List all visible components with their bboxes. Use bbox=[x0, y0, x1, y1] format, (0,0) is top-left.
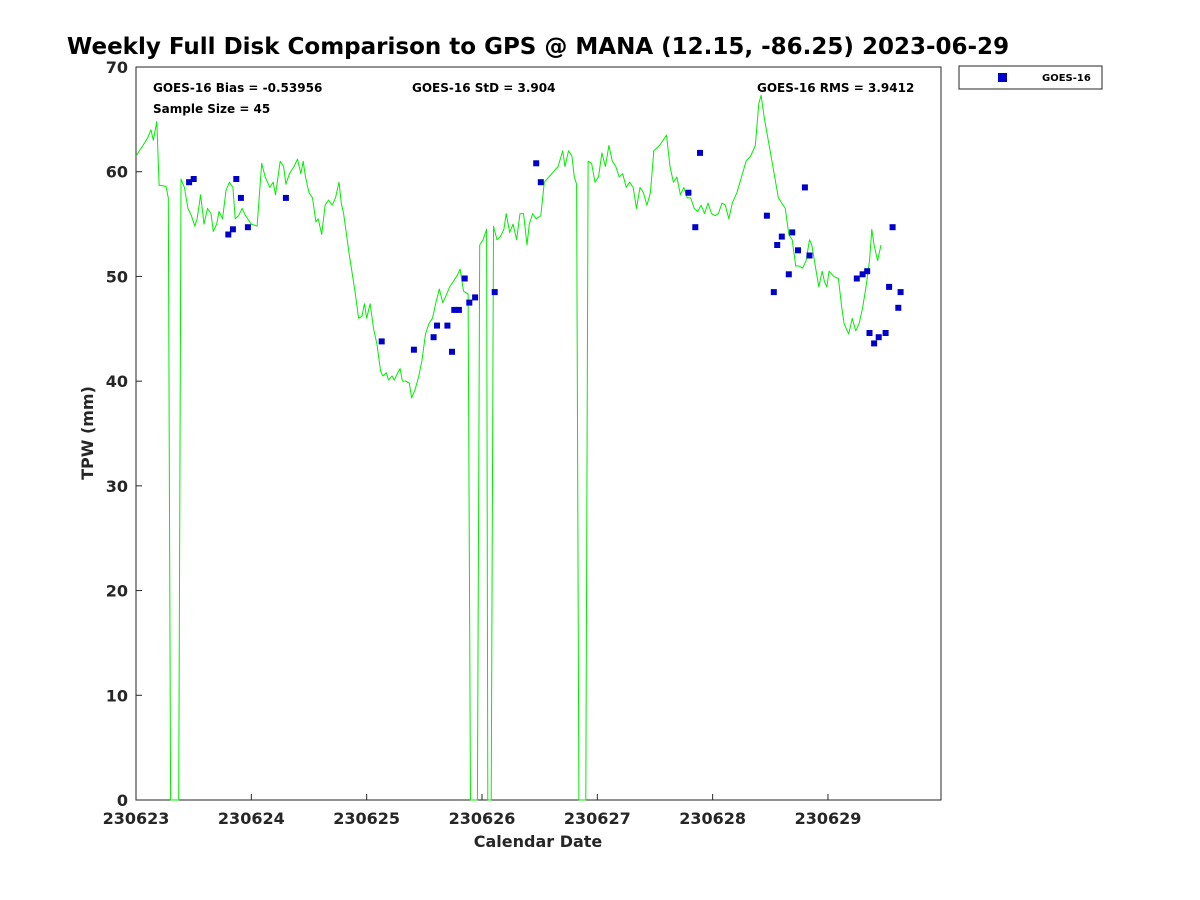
y-tick-label-6: 60 bbox=[106, 163, 128, 182]
goes-point-39 bbox=[875, 334, 882, 341]
goes-point-6 bbox=[244, 224, 251, 231]
goes-point-23 bbox=[692, 224, 699, 231]
goes-point-8 bbox=[378, 338, 385, 345]
goes-point-28 bbox=[778, 233, 785, 240]
goes-point-22 bbox=[685, 189, 692, 196]
plot-area: 0 10 20 30 40 50 60 70 230623 230624 230625 230626 2… bbox=[103, 58, 942, 828]
goes-point-15 bbox=[455, 306, 462, 313]
goes-point-30 bbox=[789, 229, 796, 236]
x-tick-label-3: 230626 bbox=[449, 809, 516, 828]
plot-frame bbox=[135, 66, 942, 801]
goes-point-11 bbox=[434, 322, 440, 329]
goes-point-0 bbox=[186, 179, 193, 186]
stat-bias: GOES-16 Bias = -0.53956 bbox=[153, 81, 322, 95]
x-axis-label: Calendar Date bbox=[474, 832, 603, 851]
goes-point-12 bbox=[444, 322, 451, 329]
goes-point-41 bbox=[886, 283, 893, 290]
goes-point-42 bbox=[889, 224, 896, 231]
goes-point-24 bbox=[697, 149, 703, 156]
goes-point-21 bbox=[537, 179, 544, 186]
goes-point-31 bbox=[795, 247, 801, 254]
goes-point-5 bbox=[237, 194, 244, 201]
goes-point-17 bbox=[466, 299, 473, 306]
y-tick-label-3: 30 bbox=[106, 477, 128, 496]
y-axis-label: TPW (mm) bbox=[78, 386, 97, 480]
goes-point-2 bbox=[225, 231, 232, 238]
goes-point-7 bbox=[282, 194, 289, 201]
x-tick-label-6: 230629 bbox=[795, 809, 862, 828]
goes-point-35 bbox=[859, 271, 866, 278]
goes-point-4 bbox=[233, 176, 240, 182]
goes-point-43 bbox=[895, 304, 902, 311]
goes-point-32 bbox=[801, 184, 808, 191]
goes-point-38 bbox=[871, 340, 878, 347]
goes-point-16 bbox=[461, 275, 468, 282]
goes-point-36 bbox=[864, 268, 871, 275]
gps-series bbox=[135, 94, 882, 801]
chart-title: Weekly Full Disk Comparison to GPS @ MAN… bbox=[67, 34, 1009, 60]
goes-point-18 bbox=[472, 294, 479, 301]
y-tick-label-7: 70 bbox=[106, 58, 128, 77]
goes-point-27 bbox=[774, 242, 781, 248]
x-tick-label-5: 230628 bbox=[679, 809, 746, 828]
goes-point-19 bbox=[491, 289, 498, 296]
goes-point-13 bbox=[449, 348, 455, 355]
x-tick-label-2: 230625 bbox=[333, 809, 400, 828]
x-tick-label-0: 230623 bbox=[103, 809, 170, 828]
legend: GOES-16 bbox=[958, 65, 1103, 90]
goes-point-44 bbox=[897, 289, 904, 296]
legend-marker-goes-16 bbox=[998, 73, 1007, 82]
axes: 0 10 20 30 40 50 60 70 230623 230624 230625 230626 2… bbox=[103, 58, 862, 828]
goes-point-1 bbox=[190, 176, 197, 182]
goes-point-37 bbox=[866, 330, 873, 336]
stat-std: GOES-16 StD = 3.904 bbox=[412, 81, 555, 95]
goes-point-14 bbox=[451, 306, 458, 313]
goes-point-25 bbox=[763, 212, 770, 219]
legend-box bbox=[958, 65, 1103, 90]
y-tick-label-0: 0 bbox=[117, 791, 128, 810]
legend-label-goes-16: GOES-16 bbox=[1042, 73, 1091, 84]
stat-sample-size: Sample Size = 45 bbox=[153, 102, 270, 116]
x-tick-label-1: 230624 bbox=[218, 809, 285, 828]
goes-point-10 bbox=[430, 334, 437, 341]
goes-point-20 bbox=[533, 160, 540, 167]
goes-point-29 bbox=[785, 271, 792, 278]
goes-point-9 bbox=[410, 346, 417, 353]
y-tick-label-1: 10 bbox=[106, 686, 128, 705]
gps-series-line bbox=[135, 94, 882, 801]
goes-series bbox=[186, 149, 904, 355]
goes-point-3 bbox=[229, 226, 236, 233]
y-tick-label-5: 50 bbox=[106, 267, 128, 286]
goes-point-33 bbox=[806, 252, 813, 259]
stat-rms: GOES-16 RMS = 3.9412 bbox=[757, 81, 914, 95]
x-tick-label-4: 230627 bbox=[564, 809, 631, 828]
y-tick-label-4: 40 bbox=[106, 372, 128, 391]
goes-point-26 bbox=[770, 289, 777, 296]
goes-point-34 bbox=[853, 275, 860, 282]
goes-point-40 bbox=[882, 330, 889, 336]
y-tick-label-2: 20 bbox=[106, 582, 128, 601]
